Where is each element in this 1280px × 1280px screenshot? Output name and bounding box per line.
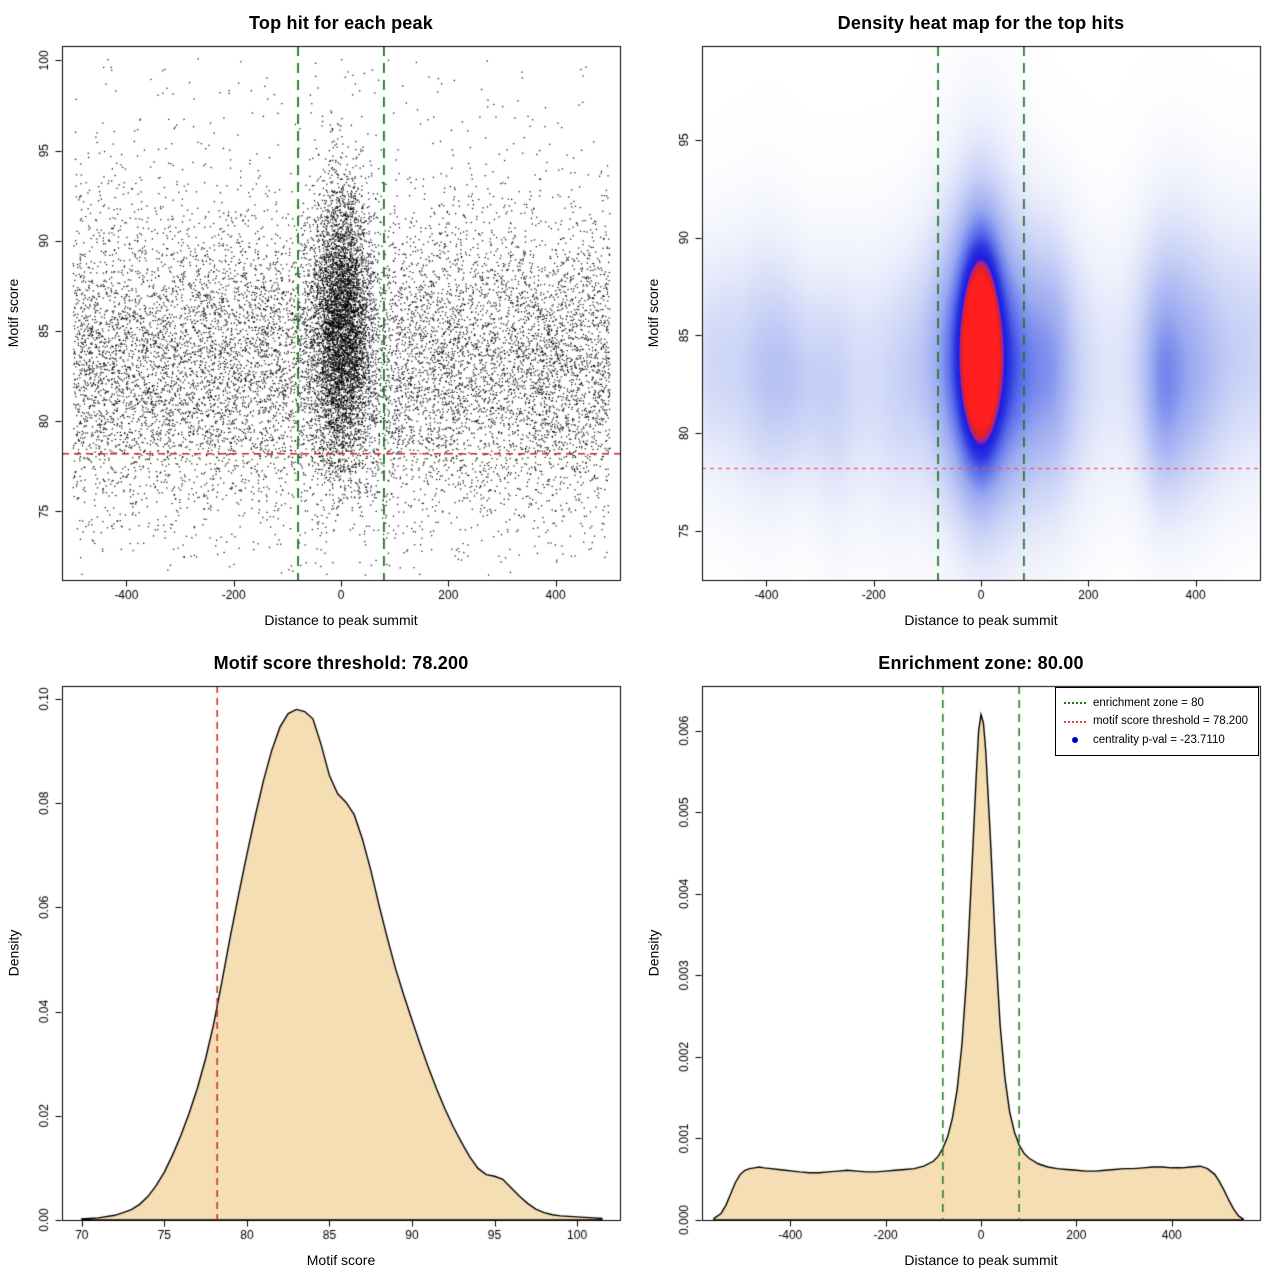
legend-item-enrichment-zone: enrichment zone = 80: [1063, 694, 1248, 712]
legend-item-centrality-pval: centrality p-val = -23.7110: [1064, 731, 1248, 749]
panel-top-hit-scatter: Top hit for each peak Motif score Distan…: [0, 0, 640, 640]
x-axis-label: Distance to peak summit: [264, 612, 418, 628]
y-axis-label: Density: [5, 929, 21, 977]
heatmap-canvas: [640, 0, 1280, 640]
panel-title: Density heat map for the top hits: [837, 13, 1125, 33]
y-axis-label: Motif score: [5, 278, 21, 348]
y-axis-label-wrap: Motif score: [642, 46, 664, 580]
x-axis-label: Distance to peak summit: [904, 1252, 1058, 1268]
y-axis-label-wrap: Density: [642, 686, 664, 1220]
panel-title: Top hit for each peak: [249, 13, 433, 33]
y-axis-label: Density: [645, 929, 661, 977]
legend-label: motif score threshold = 78.200: [1092, 715, 1248, 728]
panel-distance-density: Enrichment zone: 80.00 Density Distance …: [640, 640, 1280, 1280]
panel-title: Enrichment zone: 80.00: [878, 653, 1084, 673]
score-threshold-key-icon: [1063, 720, 1086, 723]
centrality-pval-key-icon: [1071, 736, 1078, 743]
legend-item-score-threshold: motif score threshold = 78.200: [1063, 712, 1248, 730]
y-axis-label: Motif score: [645, 278, 661, 348]
x-axis-label: Motif score: [306, 1252, 376, 1268]
x-axis-label: Distance to peak summit: [904, 612, 1058, 628]
panel-title: Motif score threshold: 78.200: [213, 653, 469, 673]
legend-label: centrality p-val = -23.7110: [1092, 733, 1225, 746]
plot-legend: enrichment zone = 80 motif score thresho…: [1054, 687, 1259, 757]
y-axis-label-wrap: Density: [2, 686, 24, 1220]
scatter-plot-canvas: [0, 0, 640, 640]
score-density-canvas: [0, 640, 640, 1280]
enrichment-zone-key-icon: [1063, 702, 1086, 705]
legend-label: enrichment zone = 80: [1092, 697, 1204, 709]
y-axis-label-wrap: Motif score: [2, 46, 24, 580]
panel-score-density: Motif score threshold: 78.200 Density Mo…: [0, 640, 640, 1280]
panel-density-heatmap: Density heat map for the top hits Motif …: [640, 0, 1280, 640]
